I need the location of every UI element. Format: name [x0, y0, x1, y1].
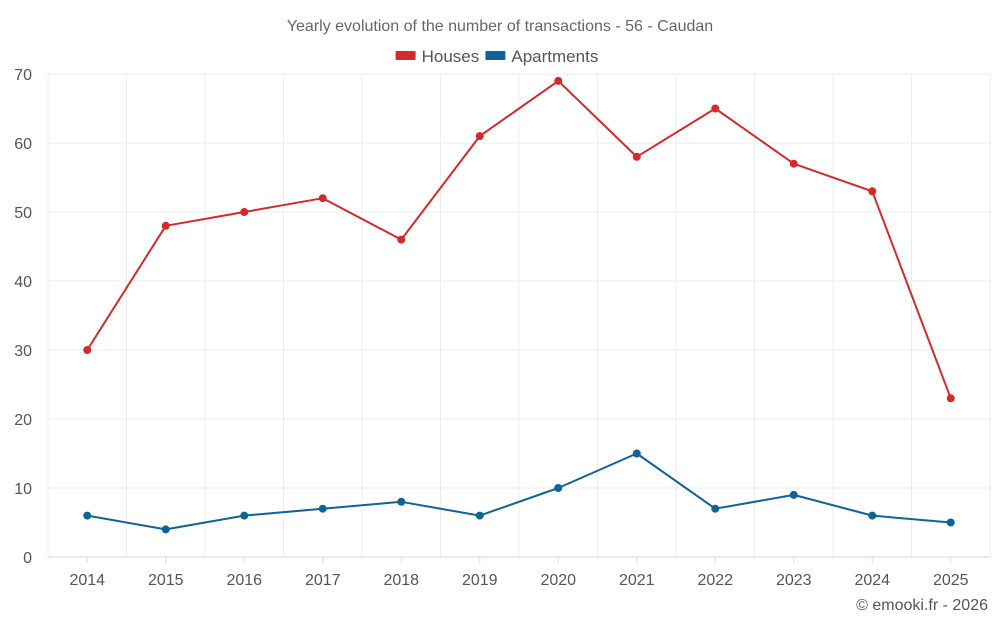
y-tick-label: 70: [14, 67, 32, 84]
legend-label-apartments[interactable]: Apartments: [511, 47, 598, 66]
x-tick-label: 2018: [383, 572, 419, 589]
y-tick-label: 40: [14, 274, 32, 291]
data-point-apartments[interactable]: [240, 511, 249, 520]
data-point-apartments[interactable]: [789, 490, 798, 499]
series-line-apartments: [87, 452, 951, 531]
data-point-houses[interactable]: [554, 76, 563, 85]
chart-title: Yearly evolution of the number of transa…: [287, 18, 713, 35]
data-point-apartments[interactable]: [83, 511, 92, 520]
x-tick-label: 2017: [305, 572, 341, 589]
legend-swatch-apartments: [485, 51, 506, 60]
y-tick-label: 30: [14, 343, 32, 360]
data-point-apartments[interactable]: [632, 449, 641, 458]
series-line-houses: [86, 79, 952, 399]
data-point-apartments[interactable]: [397, 497, 406, 506]
x-tick-label: 2021: [619, 572, 655, 589]
data-point-houses[interactable]: [632, 152, 641, 161]
data-point-apartments[interactable]: [868, 511, 877, 520]
data-point-apartments[interactable]: [946, 518, 955, 527]
x-axis: 2014 2015 2016 2017 2018 2019 2020 2021 2022 2023…: [48, 556, 990, 589]
y-tick-label: 50: [14, 205, 32, 222]
x-tick-label: 2024: [854, 572, 890, 589]
credit-watermark: © emooki.fr - 2026: [856, 597, 988, 614]
legend-label-houses[interactable]: Houses: [422, 47, 480, 66]
legend: Houses Apartments: [395, 47, 598, 66]
x-tick-label: 2023: [776, 572, 812, 589]
legend-swatch-houses: [395, 51, 416, 60]
y-tick-label: 0: [23, 550, 32, 567]
grid: [47, 73, 991, 557]
x-tick-label: 2016: [226, 572, 262, 589]
y-axis: 0 10 20 30 40 50 60 70: [14, 67, 32, 567]
y-tick-label: 10: [14, 481, 32, 498]
data-point-houses[interactable]: [318, 194, 327, 203]
data-point-houses[interactable]: [475, 132, 484, 141]
data-point-apartments[interactable]: [475, 511, 484, 520]
data-point-houses[interactable]: [240, 208, 249, 216]
data-point-houses[interactable]: [161, 221, 170, 230]
series-group: [83, 76, 955, 534]
data-point-apartments[interactable]: [711, 504, 720, 513]
data-point-houses[interactable]: [946, 394, 955, 403]
data-point-apartments[interactable]: [318, 504, 327, 513]
x-tick-label: 2015: [148, 572, 184, 589]
x-tick-label: 2022: [697, 572, 733, 589]
y-tick-label: 60: [14, 136, 32, 153]
data-point-apartments[interactable]: [161, 525, 170, 534]
x-tick-label: 2014: [69, 572, 105, 589]
data-point-apartments[interactable]: [554, 484, 563, 492]
data-point-houses[interactable]: [397, 235, 406, 244]
x-tick-label: 2019: [462, 572, 498, 589]
y-tick-label: 20: [14, 412, 32, 429]
data-point-houses[interactable]: [868, 187, 877, 196]
data-point-houses[interactable]: [789, 159, 798, 168]
x-tick-label: 2020: [540, 572, 576, 589]
x-tick-label: 2025: [933, 572, 969, 589]
data-point-houses[interactable]: [83, 346, 92, 354]
data-point-houses[interactable]: [711, 104, 720, 113]
